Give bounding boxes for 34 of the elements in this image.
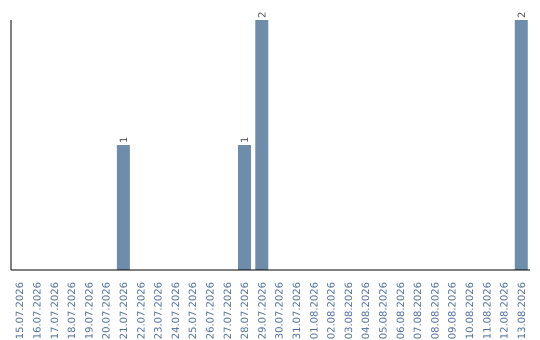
x-tick-label: 22.07.2026 — [136, 282, 148, 340]
x-tick-label: 12.08.2026 — [500, 282, 511, 340]
x-tick-label: 30.07.2026 — [274, 282, 286, 340]
x-tick-label: 26.07.2026 — [205, 282, 216, 340]
x-tick-label: 11.08.2026 — [482, 282, 494, 340]
x-tick-label: 04.08.2026 — [361, 282, 372, 340]
x-tick-label: 16.07.2026 — [32, 282, 44, 340]
data-label: 1 — [240, 136, 251, 143]
x-tick-label: 31.07.2026 — [292, 282, 303, 340]
x-tick-label: 25.07.2026 — [188, 282, 200, 340]
x-tick-label: 08.08.2026 — [430, 282, 442, 340]
x-tick-label: 05.08.2026 — [378, 282, 390, 340]
data-label: 2 — [257, 12, 268, 18]
x-tick-label: 20.07.2026 — [102, 282, 113, 340]
data-label: 2 — [516, 12, 528, 18]
x-tick-label: 29.07.2026 — [257, 282, 268, 340]
x-tick-label: 01.08.2026 — [309, 282, 320, 340]
x-tick-label: 18.07.2026 — [67, 282, 78, 340]
x-tick-label: 28.07.2026 — [240, 282, 252, 340]
x-tick-label: 17.07.2026 — [50, 282, 61, 340]
x-tick-label: 21.07.2026 — [118, 282, 130, 340]
x-tick-label: 09.08.2026 — [448, 282, 459, 340]
x-tick-label: 23.07.2026 — [154, 282, 165, 340]
x-tick-label: 19.07.2026 — [84, 282, 96, 340]
x-tick-label: 10.08.2026 — [464, 282, 476, 340]
x-tick-label: 03.08.2026 — [344, 282, 355, 340]
x-tick-label: 13.08.2026 — [516, 282, 528, 340]
x-tick-label: 27.07.2026 — [222, 282, 234, 340]
x-tick-label: 07.08.2026 — [413, 282, 424, 340]
x-tick-label: 02.08.2026 — [326, 282, 338, 340]
x-tick-label: 06.08.2026 — [396, 282, 407, 340]
x-tick-label: 15.07.2026 — [15, 282, 26, 340]
x-tick-label: 24.07.2026 — [170, 282, 182, 340]
data-label: 1 — [118, 136, 130, 143]
